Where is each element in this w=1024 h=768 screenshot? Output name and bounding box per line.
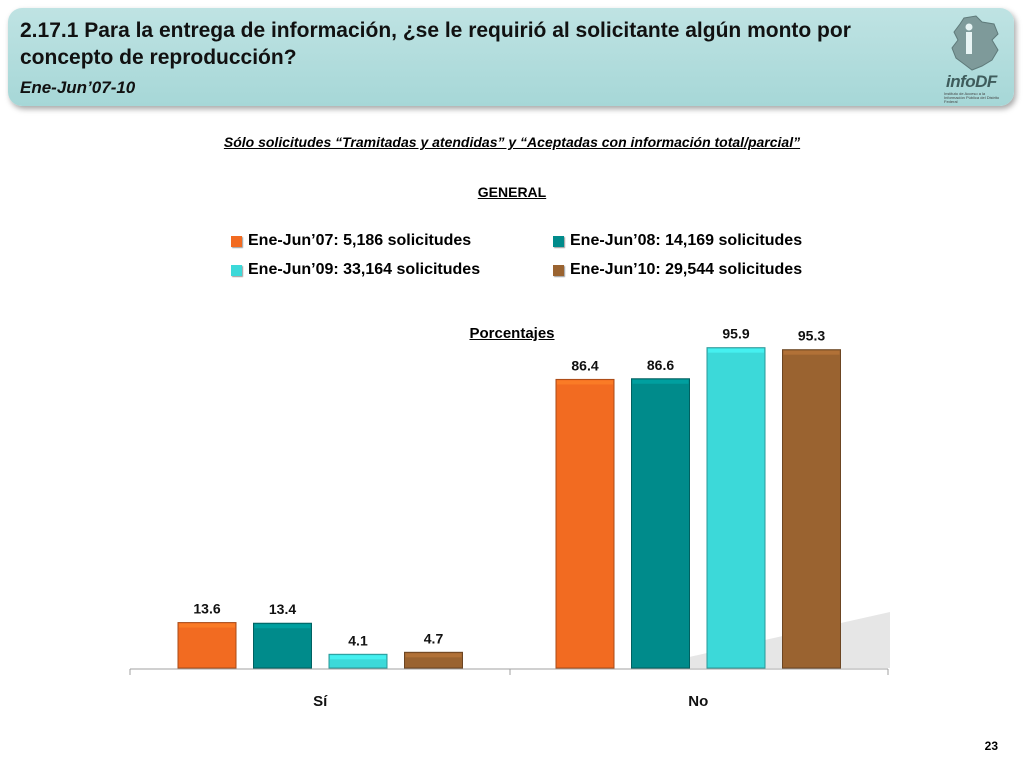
bar-highlight [254, 624, 311, 629]
legend-label: Ene-Jun’09: 33,164 solicitudes [248, 261, 481, 278]
bar-highlight [632, 379, 689, 384]
legend-item-2009: Ene-Jun’09: 33,164 solicitudes [231, 261, 480, 279]
category-label: No [688, 693, 708, 710]
category-label: Sí [313, 693, 328, 710]
bar-highlight [405, 653, 462, 658]
data-label: 4.7 [424, 630, 444, 646]
general-label: GENERAL [477, 184, 547, 200]
bar-highlight [557, 380, 613, 385]
data-label: 86.6 [647, 357, 674, 373]
map-logo-icon [951, 15, 999, 71]
legend-swatch [231, 264, 242, 276]
legend-label: Ene-Jun’07: 5,186 solicitudes [248, 232, 472, 249]
legend-swatch [553, 235, 564, 247]
slide-header: 2.17.1 Para la entrega de información, ¿… [8, 8, 1014, 106]
legend-label: Ene-Jun’10: 29,544 solicitudes [570, 261, 803, 278]
legend-item-2007: Ene-Jun’07: 5,186 solicitudes [231, 232, 471, 250]
legend-item-2008: Ene-Jun’08: 14,169 solicitudes [553, 232, 802, 250]
data-label: 4.1 [348, 632, 368, 648]
legend-swatch [553, 264, 564, 276]
bar-highlight [330, 655, 386, 660]
bar-no-series-1 [555, 378, 615, 669]
data-label: 95.9 [722, 326, 749, 342]
bar-no-series-3 [706, 347, 766, 669]
bar-no-series-2 [631, 378, 690, 669]
data-label: 86.4 [571, 357, 598, 373]
bar-highlight [783, 350, 840, 355]
chart-subtitle: Sólo solicitudes “Tramitadas y atendidas… [223, 134, 801, 150]
bar-no-series-4 [782, 349, 841, 669]
legend-item-2010: Ene-Jun’10: 29,544 solicitudes [553, 261, 802, 279]
bar-si-series-1 [177, 622, 237, 669]
percent-label: Porcentajes [469, 325, 555, 342]
legend-swatch [231, 235, 242, 247]
logo-text: infoDF [946, 72, 997, 91]
slide-period: Ene-Jun’07-10 [20, 78, 136, 97]
logo-caption: Instituto de Acceso a la Información Púb… [944, 91, 1000, 104]
bar-si-series-2 [253, 622, 312, 669]
bar-highlight [179, 623, 235, 628]
data-label: 95.3 [798, 328, 825, 344]
infodf-logo: infoDF Instituto de Acceso a la Informac… [942, 14, 1006, 104]
slide-title: 2.17.1 Para la entrega de información, ¿… [20, 19, 851, 69]
page-number: 23 [984, 739, 998, 753]
legend-label: Ene-Jun’08: 14,169 solicitudes [570, 232, 803, 249]
data-label: 13.4 [269, 601, 296, 617]
data-label: 13.6 [193, 601, 220, 617]
bar-highlight [708, 348, 764, 353]
